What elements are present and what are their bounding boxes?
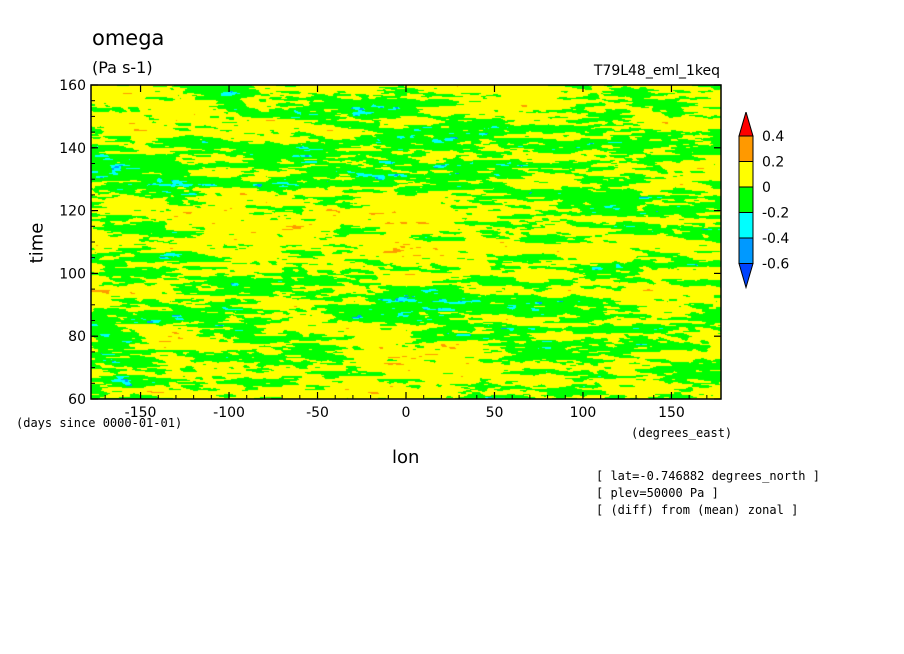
colorbar-label: 0.4	[762, 129, 784, 145]
colorbar-label: 0	[762, 180, 771, 196]
colorbar: 0.4 0.2 0 -0.2 -0.4 -0.6	[738, 112, 789, 290]
colorbar-segment	[738, 186, 754, 213]
footer-note-diff: [ (diff) from (mean) zonal ]	[596, 503, 799, 517]
chart-units: (Pa s-1)	[92, 58, 153, 77]
colorbar-label: -0.6	[762, 257, 789, 273]
x-axis-title: lon	[392, 447, 420, 468]
colorbar-segment	[738, 212, 754, 239]
y-tick-label: 60	[68, 392, 86, 408]
x-tick-label: -50	[306, 405, 329, 421]
colorbar-top-arrow	[738, 112, 754, 137]
y-tick-label: 80	[68, 329, 86, 345]
colorbar-label: -0.2	[762, 206, 789, 222]
y-axis-title: time	[26, 222, 48, 264]
colorbar-segment	[738, 135, 754, 162]
y-tick-label: 120	[59, 204, 86, 220]
colorbar-segment	[738, 237, 754, 264]
chart-title: omega	[92, 26, 165, 50]
footer-note-plev: [ plev=50000 Pa ]	[596, 486, 719, 500]
x-tick-label: 100	[570, 405, 597, 421]
y-axis-units: (days since 0000-01-01)	[16, 416, 183, 430]
colorbar-label: 0.2	[762, 155, 784, 171]
colorbar-segment	[738, 161, 754, 188]
x-axis-units: (degrees_east)	[631, 426, 733, 440]
colorbar-label: -0.4	[762, 231, 789, 247]
colorbar-bottom-arrow	[738, 263, 754, 290]
y-tick-label: 100	[59, 266, 86, 282]
heatmap-field	[91, 85, 721, 399]
x-tick-label: 50	[486, 405, 504, 421]
footer-note-lat: [ lat=-0.746882 degrees_north ]	[596, 469, 820, 483]
y-tick-label: 140	[59, 141, 86, 157]
y-tick-label: 160	[59, 78, 86, 94]
x-tick-label: -100	[213, 405, 245, 421]
x-tick-label: 0	[402, 405, 411, 421]
x-tick-label: 150	[658, 405, 685, 421]
run-label: T79L48_eml_1keq	[593, 63, 720, 79]
